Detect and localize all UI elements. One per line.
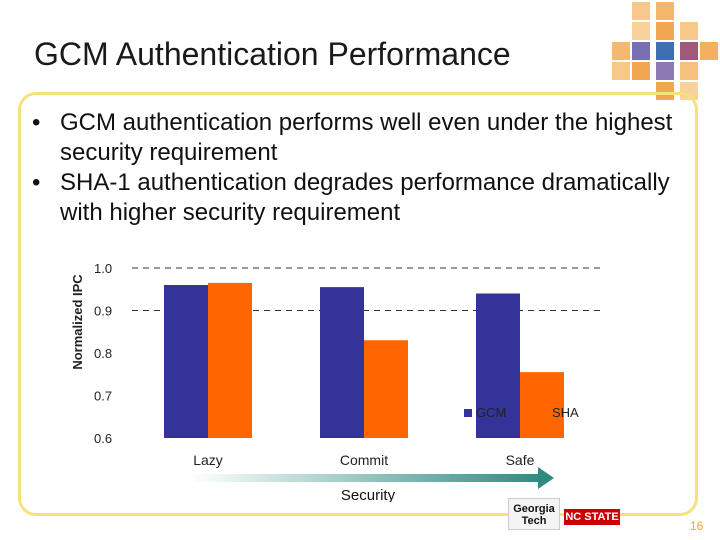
bar-sha-lazy bbox=[208, 282, 252, 438]
mosaic-decoration bbox=[612, 2, 718, 100]
page-number: 16 bbox=[690, 519, 704, 533]
y-tick-label: 1.0 bbox=[94, 261, 112, 276]
bullet-item: • SHA-1 authentication degrades performa… bbox=[32, 168, 692, 228]
bar-sha-safe bbox=[520, 372, 564, 438]
bullet-text: GCM authentication performs well even un… bbox=[60, 109, 673, 166]
x-axis-label: Security bbox=[341, 487, 396, 502]
bullet-dot-icon: • bbox=[32, 109, 41, 136]
georgia-tech-logo: Georgia Tech bbox=[508, 498, 560, 530]
bullet-dot-icon: • bbox=[32, 169, 41, 196]
legend-label-gcm: GCM bbox=[476, 405, 506, 420]
legend-label-sha: SHA bbox=[552, 405, 579, 420]
security-arrow-shaft bbox=[190, 474, 542, 482]
y-tick-label: 0.8 bbox=[94, 346, 112, 361]
legend-swatch-gcm bbox=[464, 409, 472, 417]
y-tick-label: 0.6 bbox=[94, 431, 112, 446]
y-axis-label: Normalized IPC bbox=[70, 274, 85, 370]
nc-state-logo: NC STATE bbox=[564, 509, 620, 525]
bullet-list: • GCM authentication performs well even … bbox=[32, 108, 692, 228]
y-tick-label: 0.7 bbox=[94, 389, 112, 404]
x-tick-label: Lazy bbox=[193, 452, 223, 468]
slide-title: GCM Authentication Performance bbox=[34, 36, 511, 72]
bar-chart: 1.0 0.9 0.8 0.7 0.6 Normalized IPC Lazy Commit S… bbox=[70, 261, 600, 502]
security-arrow-head-icon bbox=[538, 467, 554, 489]
bar-sha-commit bbox=[364, 340, 408, 438]
bar-gcm-safe bbox=[476, 293, 520, 438]
x-tick-label: Commit bbox=[340, 452, 388, 468]
bar-gcm-lazy bbox=[164, 285, 208, 438]
bar-gcm-commit bbox=[320, 287, 364, 438]
x-tick-label: Safe bbox=[506, 452, 535, 468]
y-tick-label: 0.9 bbox=[94, 304, 112, 319]
content-frame bbox=[18, 92, 698, 516]
bullet-text: SHA-1 authentication degrades performanc… bbox=[60, 169, 670, 226]
bullet-item: • GCM authentication performs well even … bbox=[32, 108, 692, 168]
legend-swatch-sha bbox=[540, 409, 548, 417]
